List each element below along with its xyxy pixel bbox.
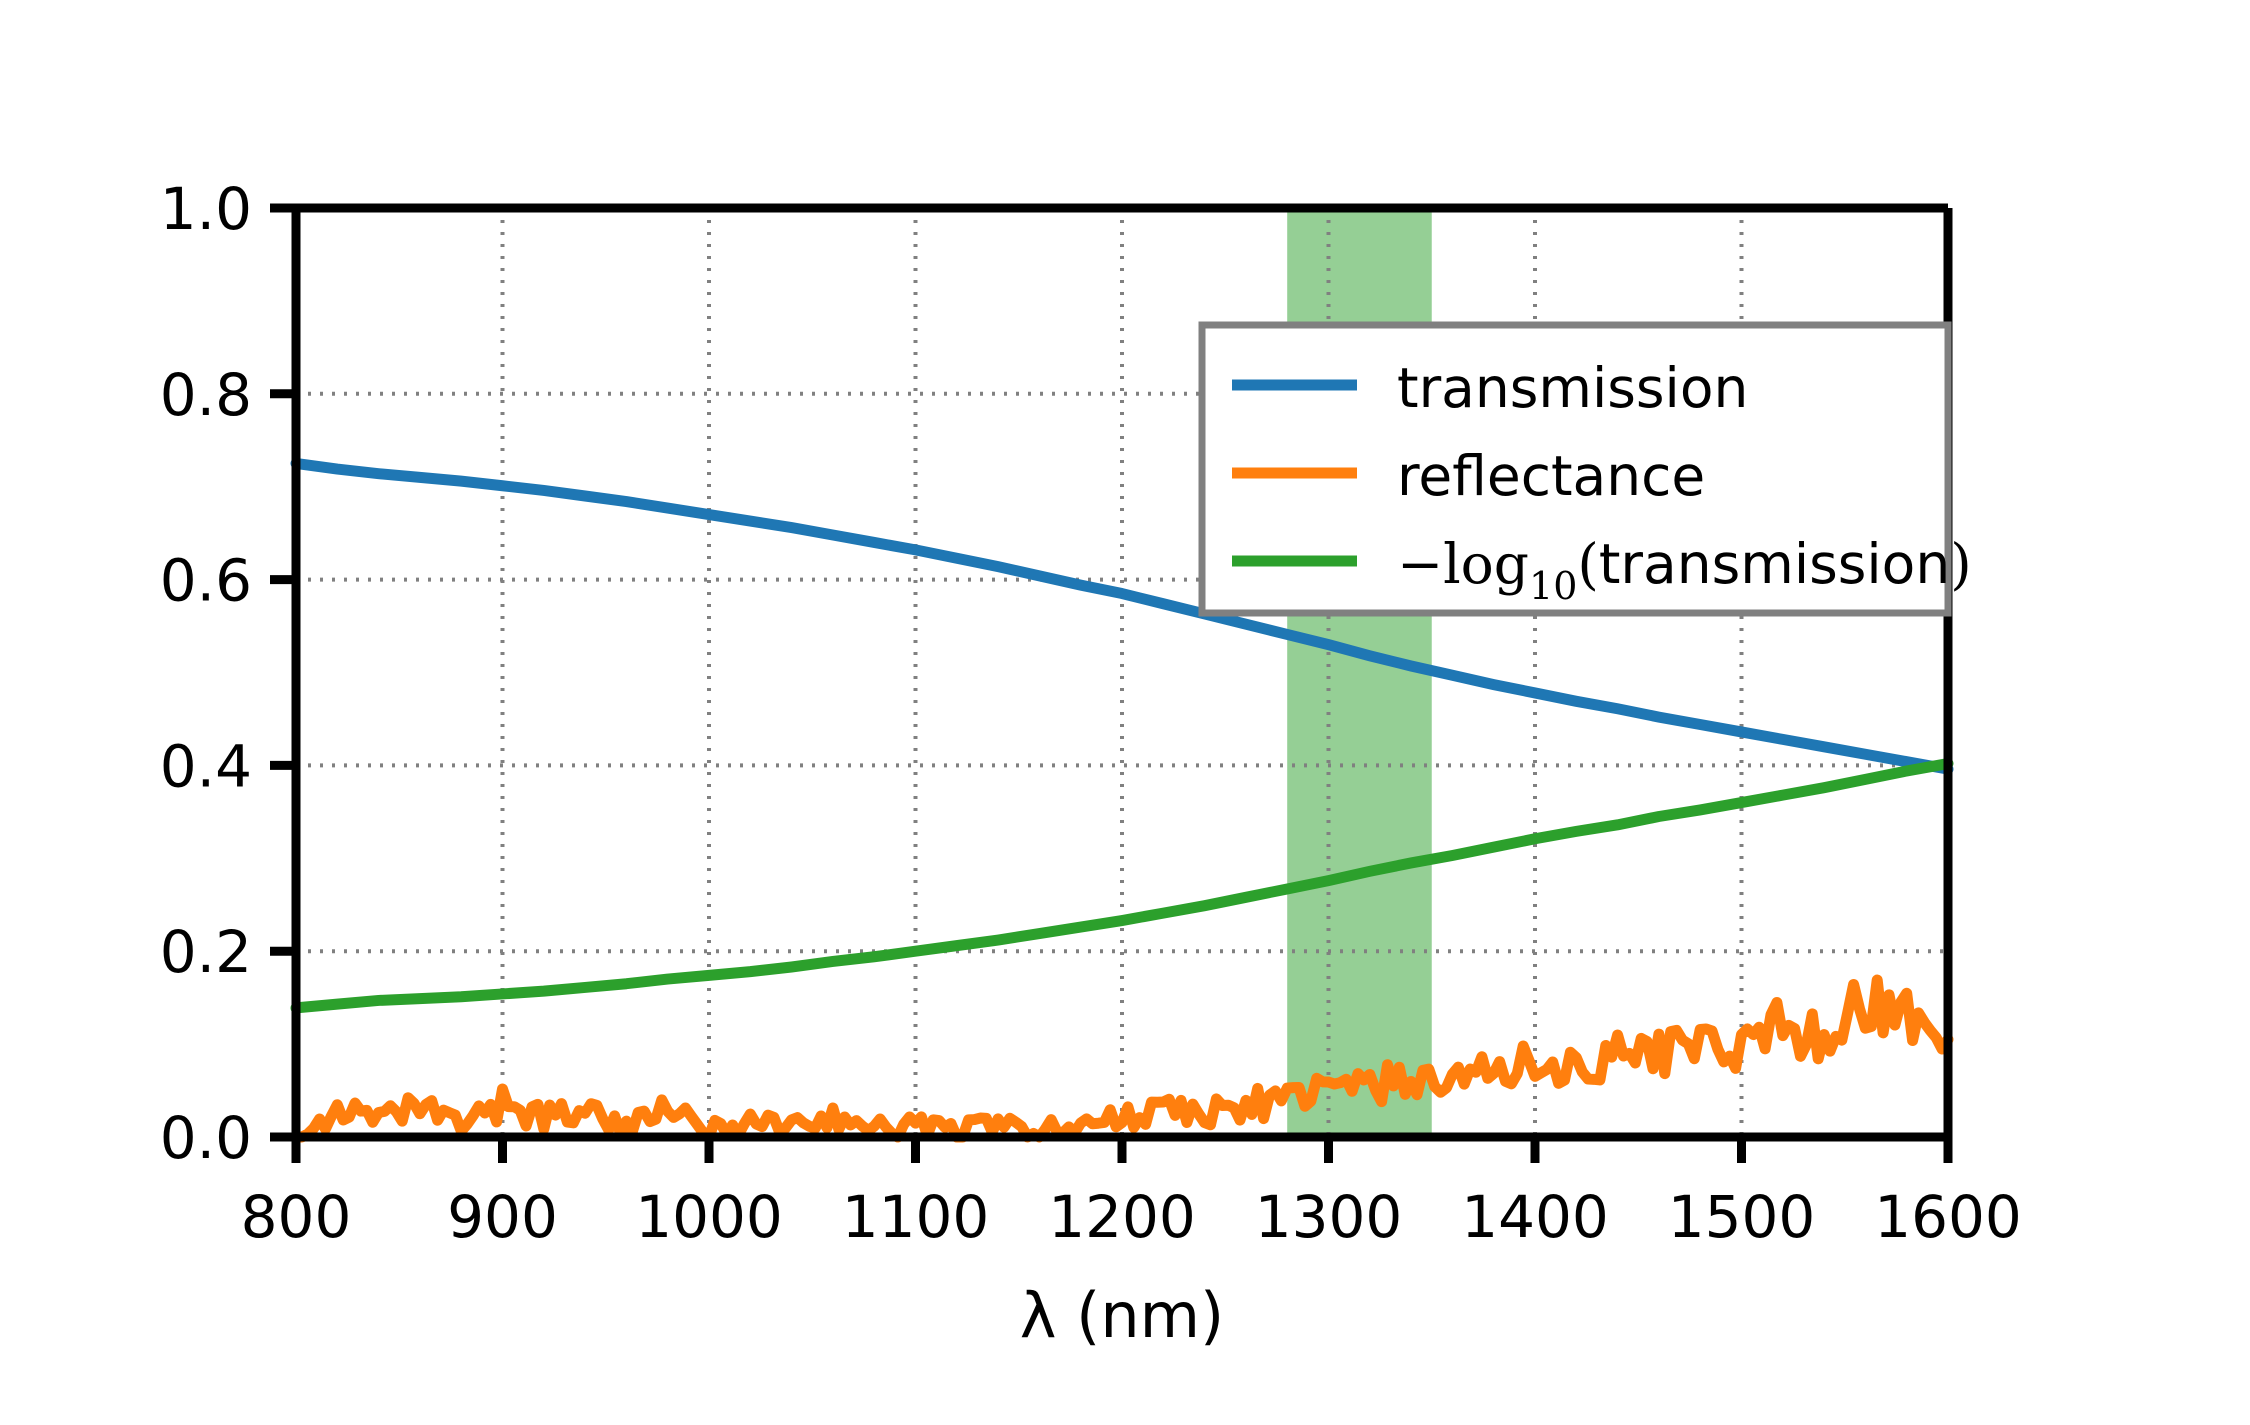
y-tick-label: 0.8 xyxy=(160,361,252,429)
legend-label-2: −log10(transmission) xyxy=(1397,532,1972,608)
y-tick-label: 1.0 xyxy=(160,175,252,243)
legend[interactable]: transmission reflectance −log10(transmissi… xyxy=(1198,321,1972,617)
series-line-transmission xyxy=(290,457,1954,775)
legend-label-0: transmission xyxy=(1397,356,1748,420)
x-tick-label: 1000 xyxy=(635,1183,783,1251)
x-tick-label: 1200 xyxy=(1048,1183,1196,1251)
tick-marks: 800 900 1000 1100 1200 1300 1400 1500 1600 0.0 0.2… xyxy=(160,175,2022,1251)
x-tick-label: 1500 xyxy=(1668,1183,1816,1251)
series-line--log10-transmission- xyxy=(290,758,1954,1014)
y-tick-label: 0.4 xyxy=(160,732,252,800)
y-tick-label: 0.6 xyxy=(160,547,252,615)
series-line-reflectance xyxy=(290,974,1954,1143)
x-tick-label: 800 xyxy=(241,1183,352,1251)
x-tick-label: 1600 xyxy=(1874,1183,2022,1251)
x-tick-label: 1100 xyxy=(842,1183,990,1251)
x-axis-title: λ (nm) xyxy=(1020,1279,1224,1352)
data-series-group xyxy=(290,457,1954,1143)
x-tick-label: 900 xyxy=(447,1183,558,1251)
y-tick-label: 0.2 xyxy=(160,918,252,986)
y-tick-label: 0.0 xyxy=(160,1104,252,1172)
x-tick-label: 1300 xyxy=(1255,1183,1403,1251)
legend-label-1: reflectance xyxy=(1397,444,1705,508)
x-tick-label: 1400 xyxy=(1461,1183,1609,1251)
